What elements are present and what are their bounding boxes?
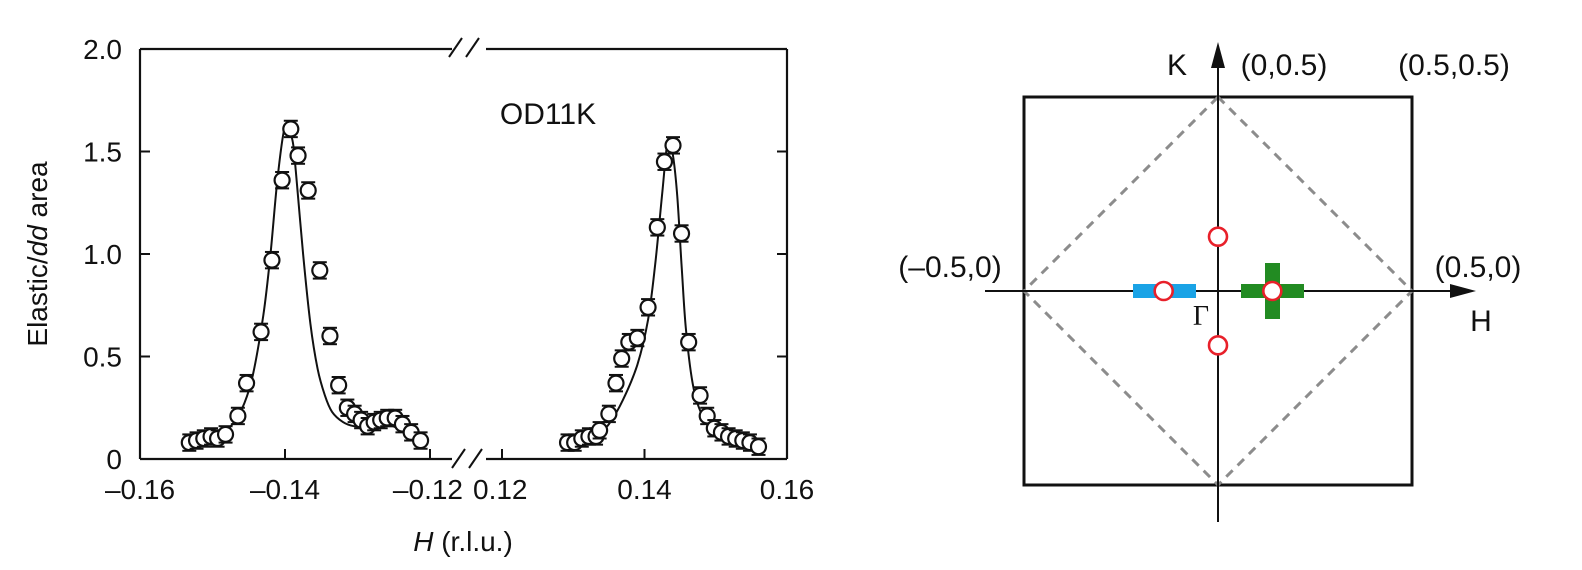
data-point <box>229 406 247 426</box>
data-point <box>411 431 430 450</box>
data-point <box>273 171 291 190</box>
data-point <box>330 376 348 395</box>
data-marker <box>311 261 329 279</box>
data-marker <box>600 405 618 423</box>
fit-curve-right <box>562 136 759 450</box>
label-corner-top: (0,0.5) <box>1241 49 1328 82</box>
data-marker <box>664 136 682 154</box>
y-tick-label: 2.0 <box>83 34 122 65</box>
data-point <box>639 298 657 317</box>
data-marker <box>672 224 691 243</box>
data-point <box>672 224 691 243</box>
axis-break-bottom <box>451 448 483 469</box>
data-marker <box>691 386 709 405</box>
x-ticks: –0.16 –0.14 –0.12 0.12 0.14 0.16 <box>105 449 814 505</box>
x-tick-label: 0.12 <box>473 474 528 505</box>
data-marker <box>591 421 609 439</box>
data-marker <box>655 153 674 171</box>
data-marker <box>330 376 348 394</box>
data-marker <box>252 323 270 341</box>
h-axis-arrowhead <box>1450 284 1476 298</box>
y-tick-label: 0.5 <box>83 342 122 373</box>
data-marker <box>639 298 657 316</box>
data-marker <box>411 431 430 450</box>
data-marker <box>321 327 339 345</box>
data-point <box>311 261 329 280</box>
x-tick-label: –0.14 <box>250 474 320 505</box>
red-circle-marker <box>1207 335 1229 356</box>
axis-break-top <box>448 37 480 58</box>
data-point <box>321 326 339 346</box>
data-point <box>252 322 270 342</box>
data-point <box>648 218 666 237</box>
y-ticks: 0 0.5 1.0 1.5 2.0 <box>83 34 787 475</box>
data-marker <box>749 438 768 456</box>
data-point <box>600 404 618 424</box>
data-point <box>655 152 674 171</box>
red-circles <box>1153 226 1283 356</box>
data-point <box>613 349 631 368</box>
x-tick-label: –0.16 <box>105 474 175 505</box>
elastic-chart: 0 0.5 1.0 1.5 2.0 –0.16 –0.14 –0.12 0.12 0.14 0.1… <box>22 34 814 557</box>
data-point <box>664 136 682 155</box>
y-tick-label: 1.5 <box>83 137 122 168</box>
x-axis-label: H (r.l.u.) <box>413 526 513 557</box>
data-point <box>591 421 609 440</box>
data-point <box>691 386 709 405</box>
data-point <box>263 250 281 270</box>
k-axis-arrowhead <box>1211 42 1225 68</box>
x-tick-label: –0.12 <box>393 474 463 505</box>
data-marker <box>648 218 666 236</box>
red-circle-marker <box>1207 226 1229 247</box>
label-left: (–0.5,0) <box>898 251 1001 284</box>
data-marker <box>613 349 631 368</box>
fit-curve-left <box>186 124 420 448</box>
data-marker <box>289 147 307 165</box>
y-tick-label: 1.0 <box>83 239 122 270</box>
data-point <box>282 119 300 139</box>
data-point <box>216 425 235 444</box>
data-point <box>299 181 317 200</box>
gamma-label: Γ <box>1193 301 1209 332</box>
fit-curves <box>186 124 759 450</box>
y-axis-label: Elastic/dd area <box>22 161 53 347</box>
data-point <box>607 373 625 393</box>
label-corner-top-right: (0.5,0.5) <box>1398 49 1510 82</box>
data-point <box>749 437 768 456</box>
data-marker <box>299 181 317 200</box>
data-marker <box>273 171 291 189</box>
data-marker <box>680 333 698 351</box>
data-marker <box>628 329 646 347</box>
label-right: (0.5,0) <box>1435 251 1522 284</box>
data-points <box>180 119 768 456</box>
data-marker <box>607 374 625 392</box>
data-marker <box>237 374 256 392</box>
data-marker <box>263 251 281 269</box>
data-point <box>237 373 256 393</box>
red-circle-marker <box>1262 280 1283 302</box>
data-point <box>680 332 698 352</box>
data-marker <box>282 120 300 138</box>
data-point <box>289 146 307 165</box>
h-axis-label: H <box>1470 305 1492 338</box>
y-tick-label: 0 <box>106 444 122 475</box>
annotation-od11k: OD11K <box>500 98 596 131</box>
data-marker <box>229 407 247 425</box>
data-marker <box>216 425 235 443</box>
data-point <box>628 328 646 348</box>
red-circle-marker <box>1153 280 1174 302</box>
x-tick-label: 0.16 <box>760 474 815 505</box>
zone-diagram: K (0,0.5) (0.5,0.5) (–0.5,0) (0.5,0) H Γ <box>898 42 1521 522</box>
k-axis-label: K <box>1167 49 1187 82</box>
x-tick-label: 0.14 <box>617 474 672 505</box>
